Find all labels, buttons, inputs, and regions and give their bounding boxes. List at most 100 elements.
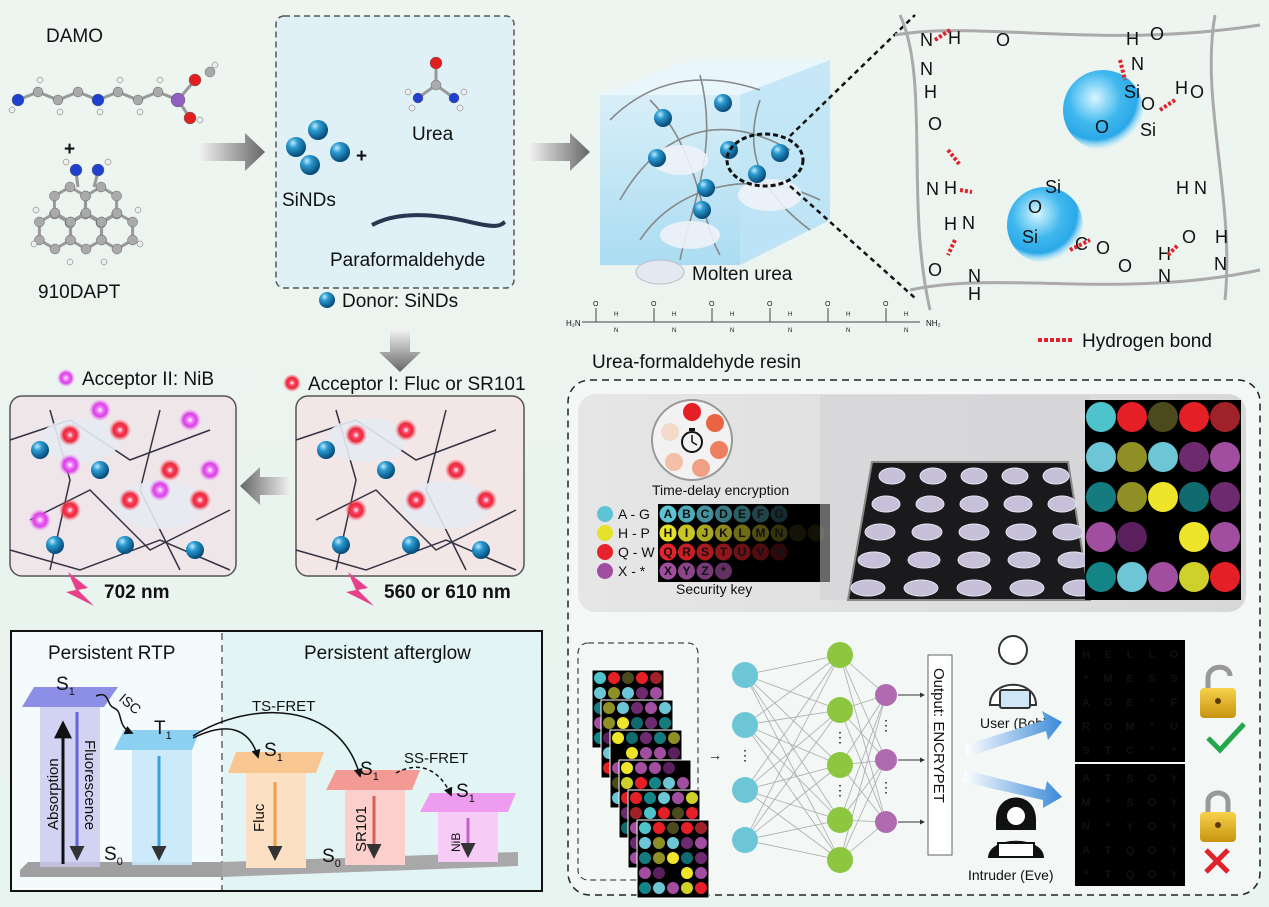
message-letter: S — [1148, 673, 1155, 685]
sample-tray — [820, 395, 1098, 601]
donor-sphere — [31, 441, 49, 459]
atom — [204, 66, 216, 78]
atom-label: O — [928, 114, 942, 134]
atom — [72, 86, 84, 98]
atom-label: N — [672, 328, 676, 334]
encrypted-color-grid — [1085, 400, 1241, 600]
resin-end-right: NH₂ — [926, 319, 941, 328]
atom — [96, 216, 107, 228]
color-dot — [594, 687, 606, 699]
color-dot — [603, 717, 615, 729]
message-letter: T — [1105, 745, 1112, 757]
message-letter: O — [1148, 797, 1157, 809]
nn-node — [827, 847, 853, 873]
zoom-line — [789, 185, 916, 299]
atom-label: O — [1150, 24, 1164, 44]
atom — [32, 86, 44, 98]
tray-well — [903, 579, 939, 597]
key-letter: V — [756, 545, 764, 559]
color-dot — [644, 792, 656, 804]
lightning-icon — [66, 572, 94, 606]
atom — [112, 86, 124, 98]
user-bob-icon — [988, 635, 1038, 709]
key-letter-dot — [733, 524, 751, 542]
urea-cloud — [40, 418, 120, 462]
hydrogen-bond-network: NHOHONNHOHOOSiOSiNHHNSiOSiCOHNOHNOHNNHO — [894, 14, 1261, 311]
message-letter: E — [1126, 697, 1133, 709]
nn-connection — [839, 694, 887, 861]
atom — [52, 94, 64, 106]
message-letter: A — [1082, 697, 1090, 709]
tray-well — [919, 467, 947, 485]
color-dot — [1179, 442, 1209, 472]
color-dot — [645, 702, 657, 714]
atom-label: O — [1141, 94, 1155, 114]
message-letter: * — [1106, 797, 1111, 809]
nn-connection — [744, 724, 841, 821]
paraformaldehyde-chain — [371, 213, 507, 228]
atom — [111, 190, 122, 202]
key-legend-dot — [597, 563, 613, 579]
acceptor2-sphere — [59, 454, 81, 476]
hydrogen-bond — [1069, 238, 1091, 252]
svg-text:S1: S1 — [360, 759, 379, 783]
tray-well — [956, 579, 992, 597]
message-letter: O — [1170, 649, 1179, 661]
key-letter-dot — [696, 543, 714, 561]
atom — [104, 158, 112, 166]
atom — [127, 234, 138, 246]
unlocked-padlock-icon — [1200, 664, 1236, 718]
input-images-box — [577, 642, 699, 881]
nn-connection — [744, 674, 841, 861]
donor-sphere — [186, 541, 204, 559]
atom-label: O — [1096, 238, 1110, 258]
atom-label: N — [926, 179, 939, 199]
color-dot — [639, 882, 651, 894]
arrow-right-icon — [530, 133, 590, 171]
urea-cloud — [326, 418, 406, 462]
color-dot — [667, 822, 679, 834]
atom — [456, 104, 464, 112]
key-range-label: X - * — [618, 563, 646, 579]
donor-sphere — [377, 461, 395, 479]
color-dot — [653, 852, 665, 864]
nn-node — [827, 697, 853, 723]
atom — [80, 243, 92, 255]
key-letter: U — [738, 545, 747, 559]
message-letter: * — [1084, 673, 1089, 685]
message-letter: O — [1148, 845, 1157, 857]
key-letter: T — [720, 545, 728, 559]
key-letter: * — [721, 564, 726, 578]
atom-label: N — [920, 30, 933, 50]
acceptor1-matrix — [295, 409, 517, 571]
nn-node — [875, 684, 897, 706]
key-letter: W — [773, 545, 785, 559]
message-letter: O — [1148, 773, 1157, 785]
key-letter: J — [702, 526, 709, 540]
atom-label: O — [709, 301, 715, 308]
tray-well — [1001, 467, 1029, 485]
atom — [56, 108, 64, 116]
message-letter: H — [1082, 649, 1090, 661]
key-letter-dot — [678, 543, 695, 561]
hydrogen-bond — [1158, 98, 1177, 112]
tray-well — [1052, 523, 1084, 541]
tray-well — [857, 551, 891, 569]
color-dot — [608, 672, 620, 684]
atom-label: N — [968, 266, 981, 286]
atom — [66, 258, 74, 266]
message-letter: T — [1105, 869, 1112, 881]
key-letter: H — [664, 526, 673, 540]
nn-connection — [744, 819, 841, 841]
sind-sphere — [330, 142, 350, 162]
atom-label: H — [1176, 178, 1189, 198]
nn-connection — [839, 759, 887, 861]
color-dot — [603, 702, 615, 714]
color-dot — [649, 777, 661, 789]
key-letter: I — [685, 526, 688, 540]
key-letter-dot — [659, 562, 677, 580]
nn-connection — [744, 724, 841, 861]
nn-node — [732, 712, 758, 738]
donor-label: Donor: SiNDs — [342, 291, 458, 312]
urea-label: Urea — [412, 124, 454, 145]
